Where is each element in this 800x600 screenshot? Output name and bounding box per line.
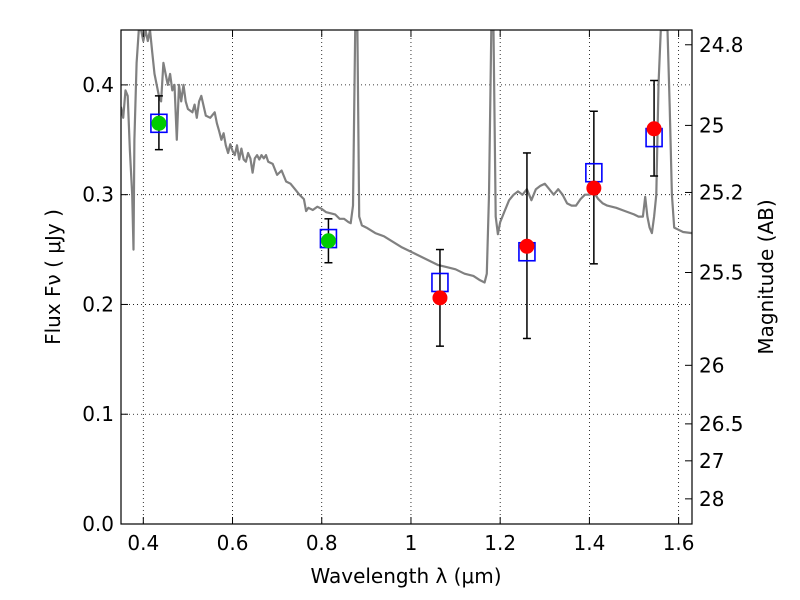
x-axis-label: Wavelength λ (μm) [310, 564, 501, 588]
y-tick-label: 0.1 [82, 402, 114, 426]
mag-tick-label: 25.2 [699, 180, 744, 204]
sed-curve-layer [121, 30, 692, 284]
x-tick-label: 1.6 [663, 531, 695, 555]
x-tick-label: 1 [405, 531, 418, 555]
observed-nir-point [586, 180, 602, 196]
x-tick-label: 0.8 [306, 531, 338, 555]
y-tick-label: 0.0 [82, 512, 114, 536]
mag-tick-label: 26 [699, 353, 724, 377]
y-axis-label: Flux Fν ( μJy ) [41, 209, 65, 345]
plot-frame [120, 29, 693, 525]
y-tick-label: 0.2 [82, 292, 114, 316]
x-axis: 0.4 0.6 0.8 1 1.2 1.4 1.6 [127, 30, 695, 555]
y-tick-label: 0.4 [82, 73, 114, 97]
observed-points-layer [151, 115, 662, 306]
y-axis-right-label: Magnitude (AB) [754, 199, 778, 354]
observed-optical-point [320, 233, 336, 249]
observed-nir-point [432, 290, 448, 306]
x-tick-label: 1.2 [484, 531, 516, 555]
mag-tick-label: 24.8 [699, 33, 744, 57]
mag-tick-label: 27 [699, 449, 724, 473]
observed-optical-point [151, 115, 167, 131]
y-axis-right: 24.8 25 25.2 25.5 26 26.5 27 28 [685, 33, 744, 511]
mag-tick-label: 26.5 [699, 412, 744, 436]
x-tick-label: 0.4 [127, 531, 159, 555]
y-tick-label: 0.3 [82, 183, 114, 207]
mag-tick-label: 28 [699, 487, 724, 511]
model-square-marker [150, 113, 168, 134]
observed-nir-point [646, 121, 662, 137]
mag-tick-label: 25.5 [699, 260, 744, 284]
sed-template-line [121, 30, 692, 284]
x-tick-label: 1.4 [573, 531, 605, 555]
plot-area [121, 30, 692, 524]
mag-tick-label: 25 [699, 113, 724, 137]
observed-nir-point [519, 238, 535, 254]
x-tick-label: 0.6 [217, 531, 249, 555]
y-axis-left: 0.0 0.1 0.2 0.3 0.4 [82, 73, 128, 536]
